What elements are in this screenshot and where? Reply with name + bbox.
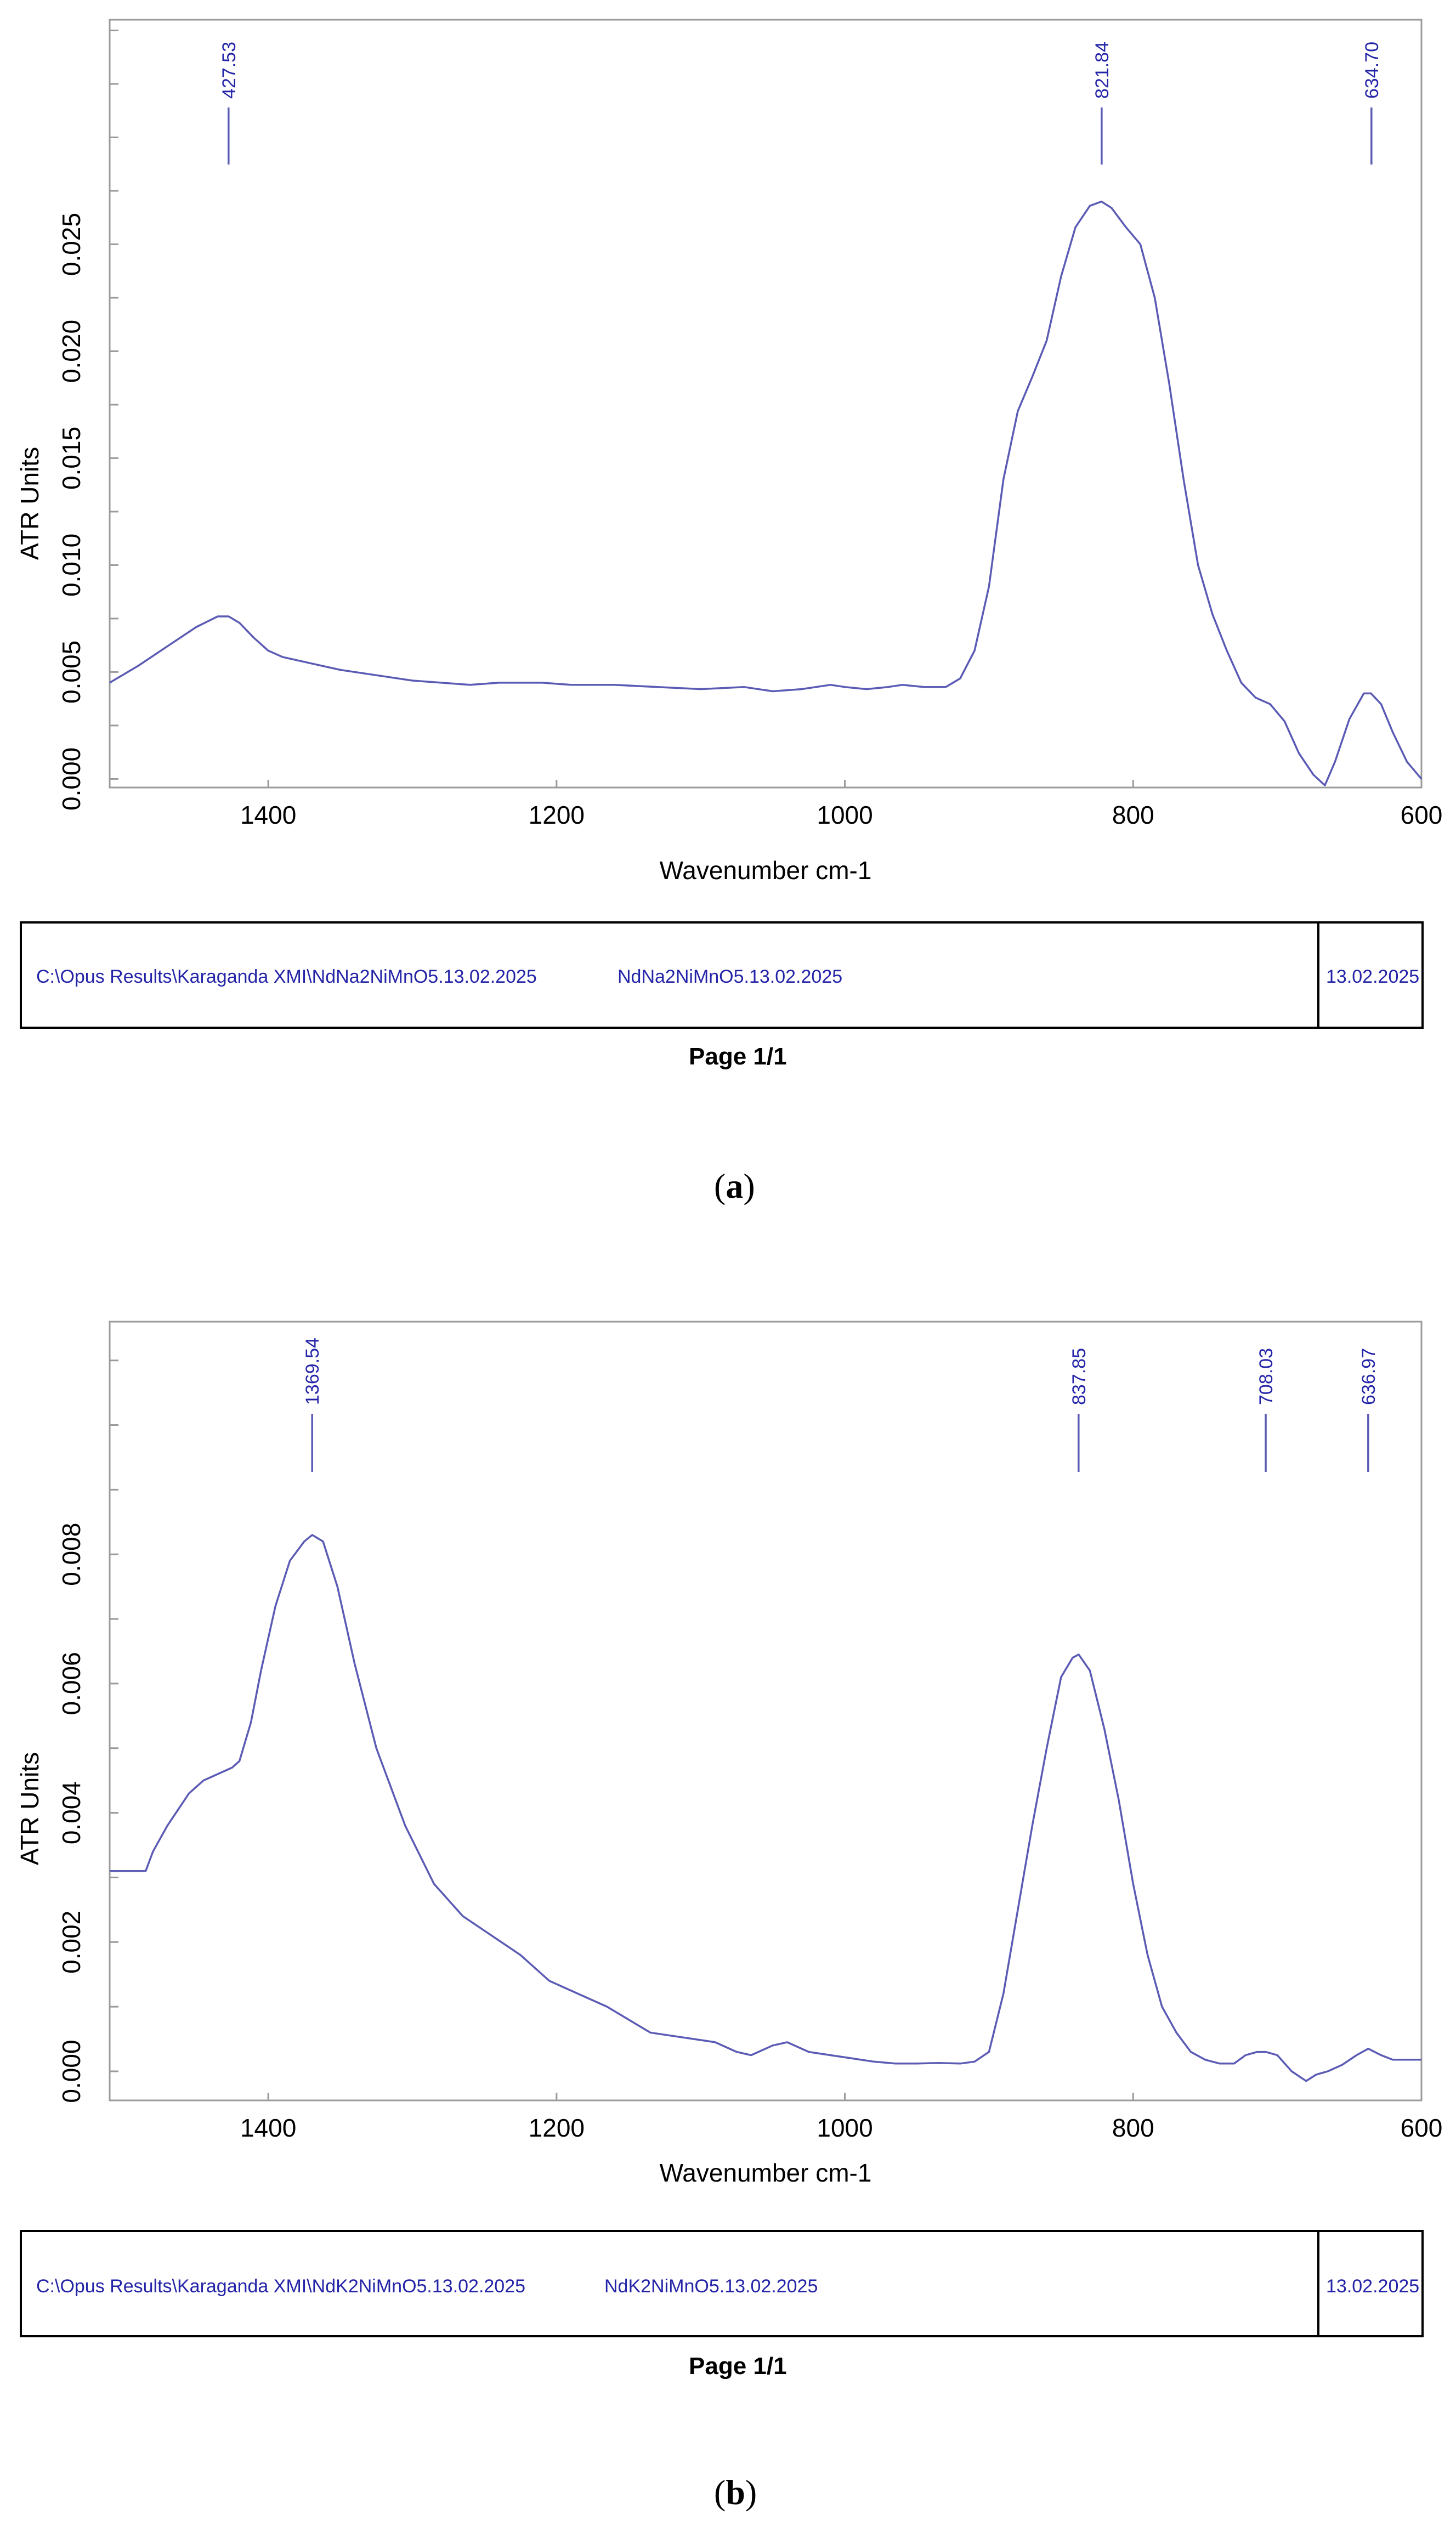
x-axis-b: 1400 1200 1000 800 600: [240, 2093, 1442, 2142]
y-axis-label-b: ATR Units: [15, 1752, 44, 1865]
panel-label-a: (a): [714, 1166, 755, 1205]
y-axis-label-a: ATR Units: [15, 447, 44, 560]
peak-label-b: 708.03: [1256, 1348, 1277, 1405]
peak-markers-b: 1369.54 837.85 708.03 636.97: [302, 1338, 1379, 1472]
file-path-a: C:\Opus Results\Karaganda XMI\NdNa2NiMnO…: [36, 966, 537, 987]
y-tick-label-a: 0.025: [57, 213, 86, 276]
x-tick-label-a: 1000: [817, 801, 873, 829]
page-label-a: Page 1/1: [689, 1043, 787, 1070]
page-label-b: Page 1/1: [689, 2353, 787, 2380]
file-path-b: C:\Opus Results\Karaganda XMI\NdK2NiMnO5…: [36, 2276, 526, 2297]
y-axis-a: 0.000 0.005 0.010 0.015 0.020 0.025: [57, 29, 118, 811]
y-tick-label-a: 0.010: [57, 534, 86, 597]
file-info-box-a: C:\Opus Results\Karaganda XMI\NdNa2NiMnO…: [20, 921, 1424, 1029]
x-tick-label-a: 1400: [240, 801, 296, 829]
peak-label-b: 636.97: [1358, 1348, 1379, 1405]
peak-markers-a: 427.53 821.84 634.70: [219, 42, 1383, 165]
sample-name-a: NdNa2NiMnO5.13.02.2025: [617, 966, 843, 987]
peak-label-b: 1369.54: [302, 1338, 323, 1405]
y-tick-label-b: 0.004: [57, 1781, 86, 1844]
chart-a: 427.53 821.84 634.70 0.0000.0050.0100.0150…: [15, 19, 1442, 885]
x-axis-label-b: Wavenumber cm-1: [660, 2159, 872, 2187]
plot-frame-b: [109, 1321, 1423, 2101]
file-info-box-b: C:\Opus Results\Karaganda XMI\NdK2NiMnO5…: [20, 2230, 1424, 2337]
y-axis-b: 0.000 0.002 0.004 0.006 0.008: [57, 1360, 118, 2103]
y-tick-label-a: 0.000: [57, 747, 86, 811]
y-tick-label-a: 0.020: [57, 320, 86, 383]
x-tick-label-a: 800: [1112, 801, 1154, 829]
x-tick-label-b: 600: [1401, 2114, 1443, 2142]
plot-frame-a: [109, 19, 1423, 789]
panel-label-b: (b): [714, 2473, 757, 2512]
x-tick-label-a: 600: [1401, 801, 1443, 829]
y-tick-label-b: 0.006: [57, 1652, 86, 1715]
chart-b: 1369.54 837.85 708.03 636.97 0.0000.0020.00…: [15, 1321, 1442, 2187]
x-tick-label-a: 1200: [529, 801, 585, 829]
sample-name-b: NdK2NiMnO5.13.02.2025: [604, 2276, 818, 2297]
x-tick-label-b: 1000: [817, 2114, 873, 2142]
spectrum-line-b: [110, 1534, 1421, 2082]
y-tick-label-b: 0.000: [57, 2040, 86, 2103]
x-tick-label-b: 800: [1112, 2114, 1154, 2142]
y-tick-label-b: 0.002: [57, 1911, 86, 1974]
info-divider-b: [1317, 2232, 1319, 2335]
date-a: 13.02.2025: [1326, 966, 1420, 987]
y-tick-label-a: 0.015: [57, 427, 86, 490]
x-tick-label-b: 1200: [529, 2114, 585, 2142]
peak-label-a: 634.70: [1362, 42, 1383, 99]
peak-label-b: 837.85: [1069, 1348, 1090, 1405]
y-tick-label-b: 0.008: [57, 1523, 86, 1586]
info-divider-a: [1317, 924, 1319, 1027]
x-axis-label-a: Wavenumber cm-1: [660, 856, 872, 885]
spectrum-line-a: [109, 200, 1423, 786]
date-b: 13.02.2025: [1326, 2276, 1420, 2297]
x-axis-a: 1400 1200 1000 800 600: [240, 780, 1442, 829]
peak-label-a: 427.53: [219, 42, 240, 99]
x-tick-label-b: 1400: [240, 2114, 296, 2142]
peak-label-a: 821.84: [1092, 42, 1113, 99]
y-tick-label-a: 0.005: [57, 641, 86, 704]
